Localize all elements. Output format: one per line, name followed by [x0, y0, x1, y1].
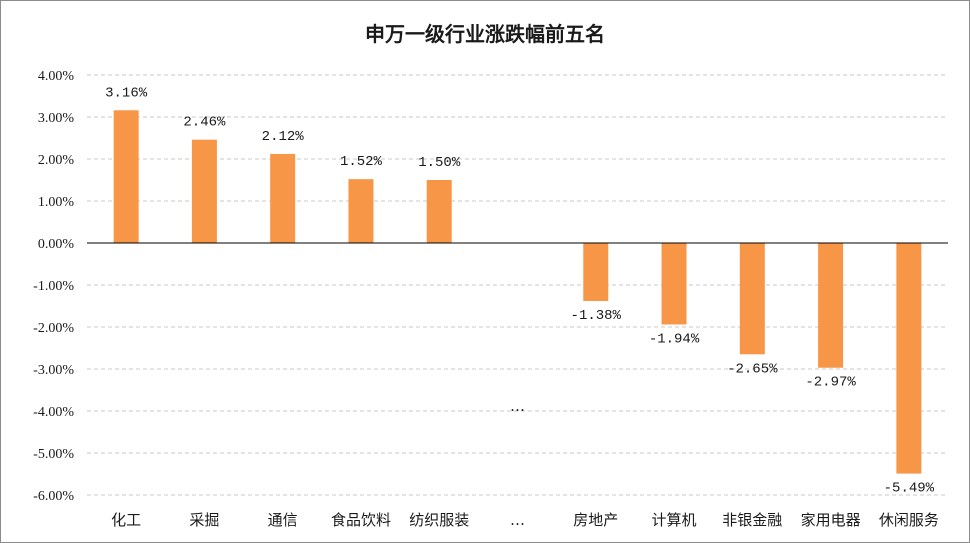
y-tick-label: -3.00% [33, 363, 74, 378]
data-label: -1.94% [649, 331, 700, 347]
category-label: 采掘 [189, 511, 219, 529]
y-tick-label: -6.00% [33, 489, 74, 504]
y-tick-label: 2.00% [38, 153, 75, 168]
y-tick-label: 0.00% [38, 237, 75, 252]
bar [739, 243, 765, 355]
category-label: 非银金融 [722, 511, 782, 529]
bars [113, 110, 922, 474]
category-label: 房地产 [573, 511, 618, 529]
data-label: 3.16% [105, 85, 148, 101]
gridlines [87, 74, 948, 496]
category-labels: 化工 采掘 通信 食品饮料 纺织服装 … 房地产 计算机 非银金融 家用电器 休闲服务 [111, 511, 939, 529]
data-label: 2.12% [262, 129, 305, 145]
category-label: … [510, 511, 525, 529]
chart-title: 申万一级行业涨跌幅前五名 [365, 22, 605, 46]
data-label: 1.52% [340, 154, 383, 170]
data-label: -5.49% [884, 481, 935, 497]
y-tick-label: -5.00% [33, 447, 74, 462]
data-label: -2.65% [727, 361, 778, 377]
y-tick-label: 3.00% [38, 111, 75, 126]
data-label: 1.50% [418, 155, 461, 171]
bar [661, 243, 687, 325]
y-tick-label: -2.00% [33, 321, 74, 336]
category-label: 纺织服装 [409, 511, 469, 529]
y-tick-label: -4.00% [33, 405, 74, 420]
data-label: 2.46% [183, 115, 226, 131]
bar [191, 139, 217, 243]
category-label: 化工 [111, 511, 141, 529]
gap-marker: … [510, 397, 525, 415]
y-tick-label: 1.00% [38, 195, 75, 210]
category-label: 计算机 [652, 511, 697, 529]
data-label: -2.97% [805, 375, 856, 391]
data-labels: 3.16% 2.46% 2.12% 1.52% 1.50% -1.38% -1.94% -2.… [105, 85, 935, 496]
bar [818, 243, 844, 368]
bar [270, 153, 296, 243]
bar [426, 180, 452, 243]
y-tick-label: 4.00% [38, 69, 75, 84]
bar [896, 243, 922, 474]
bar [583, 243, 609, 301]
category-label: 食品饮料 [331, 511, 391, 529]
y-axis-ticks: 4.00% 3.00% 2.00% 1.00% 0.00% -1.00% -2.00% -3.… [33, 69, 74, 504]
category-label: 家用电器 [801, 511, 861, 529]
y-tick-label: -1.00% [33, 279, 74, 294]
category-label: 通信 [268, 511, 298, 529]
data-label: -1.38% [571, 308, 622, 324]
bar [348, 179, 374, 243]
category-label: 休闲服务 [879, 511, 939, 529]
bar [113, 110, 139, 243]
